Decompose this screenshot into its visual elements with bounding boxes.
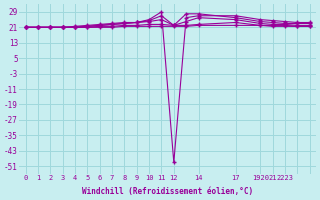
- X-axis label: Windchill (Refroidissement éolien,°C): Windchill (Refroidissement éolien,°C): [82, 187, 253, 196]
